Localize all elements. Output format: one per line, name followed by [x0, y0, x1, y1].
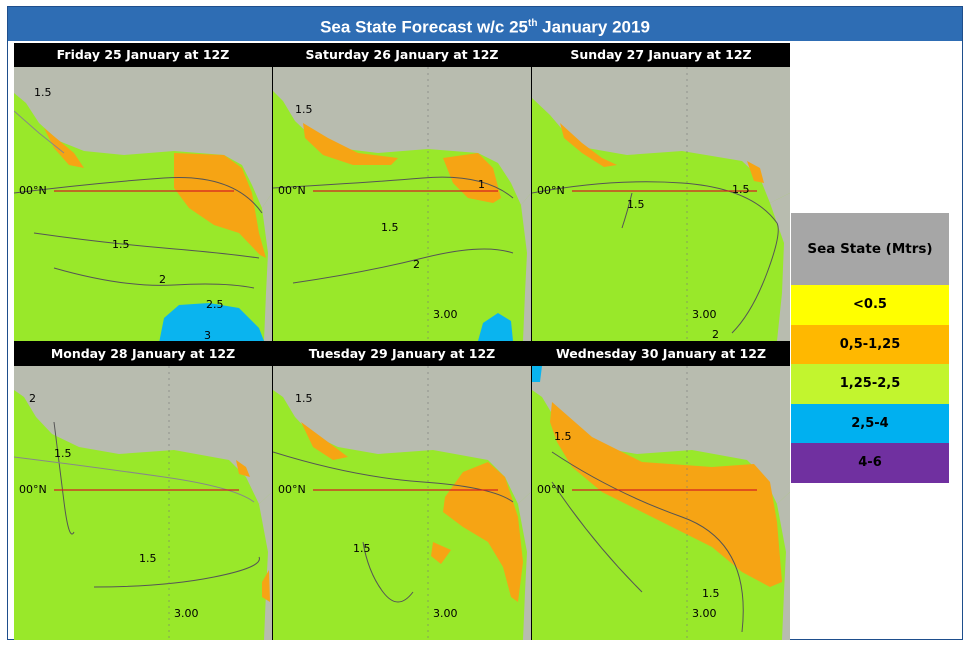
contour-label: 2 — [712, 328, 719, 341]
title-superscript: th — [527, 18, 538, 29]
contour-label: 1.5 — [353, 542, 371, 555]
contour-label: 1.5 — [139, 552, 157, 565]
contour-label: 1.5 — [34, 86, 52, 99]
contour-label: 2 — [159, 273, 166, 286]
map-grid: 1.5 1.5 2 2.5 3 00°N Friday 25 January a… — [14, 43, 790, 640]
contour-label: 3 — [204, 329, 211, 341]
contour-label: 1.5 — [702, 587, 720, 600]
equator-label: 00°N — [19, 483, 47, 496]
map-panel-wednesday: 1.5 1.5 3.00 00°N Wednesday 30 January a… — [532, 342, 790, 640]
contour-label: 1.5 — [295, 392, 313, 405]
contour-label: 1 — [478, 178, 485, 191]
contour-label: 2 — [29, 392, 36, 405]
equator-label: 00°N — [537, 483, 565, 496]
map-monday: 2 1.5 1.5 3.00 00°N — [14, 366, 272, 640]
map-panel-monday: 2 1.5 1.5 3.00 00°N Monday 28 January at… — [14, 342, 272, 640]
longitude-label: 3.00 — [174, 607, 199, 620]
map-friday: 1.5 1.5 2 2.5 3 00°N — [14, 67, 272, 341]
map-sunday: 1.5 1.5 2 3.00 00°N — [532, 67, 790, 341]
contour-label: 1.5 — [554, 430, 572, 443]
map-tuesday: 1.5 1.5 3.00 00°N — [273, 366, 531, 640]
panel-header: Wednesday 30 January at 12Z — [532, 342, 790, 366]
longitude-label: 3.00 — [692, 308, 717, 321]
contour-label: 1.5 — [295, 103, 313, 116]
legend-item: 4-6 — [791, 443, 949, 483]
contour-label: 1.5 — [112, 238, 130, 251]
map-panel-tuesday: 1.5 1.5 3.00 00°N Tuesday 29 January at … — [273, 342, 531, 640]
map-panel-sunday: 1.5 1.5 2 3.00 00°N Sunday 27 January at… — [532, 43, 790, 341]
equator-label: 00°N — [278, 483, 306, 496]
panel-header: Friday 25 January at 12Z — [14, 43, 272, 67]
map-saturday: 1.5 1 1.5 2 3.00 00°N — [273, 67, 531, 341]
contour-label: 1.5 — [54, 447, 72, 460]
longitude-label: 3.00 — [433, 607, 458, 620]
title-main: Sea State Forecast w/c 25 — [320, 17, 528, 37]
panel-header: Tuesday 29 January at 12Z — [273, 342, 531, 366]
panel-header: Sunday 27 January at 12Z — [532, 43, 790, 67]
sea-state-legend: Sea State (Mtrs) <0.5 0,5-1,25 1,25-2,5 … — [791, 213, 949, 483]
legend-item: 2,5-4 — [791, 403, 949, 443]
contour-label: 1.5 — [381, 221, 399, 234]
longitude-label: 3.00 — [433, 308, 458, 321]
legend-item: 0,5-1,25 — [791, 324, 949, 364]
panel-header: Saturday 26 January at 12Z — [273, 43, 531, 67]
page-title: Sea State Forecast w/c 25th January 2019 — [8, 7, 962, 41]
legend-title: Sea State (Mtrs) — [791, 213, 949, 285]
contour-label: 1.5 — [627, 198, 645, 211]
map-panel-saturday: 1.5 1 1.5 2 3.00 00°N Saturday 26 Januar… — [273, 43, 531, 341]
equator-label: 00°N — [278, 184, 306, 197]
forecast-frame: Sea State Forecast w/c 25th January 2019… — [7, 6, 963, 640]
contour-label: 2.5 — [206, 298, 224, 311]
contour-label: 2 — [413, 258, 420, 271]
legend-item: <0.5 — [791, 285, 949, 325]
equator-label: 00°N — [537, 184, 565, 197]
longitude-label: 3.00 — [692, 607, 717, 620]
contour-label: 1.5 — [732, 183, 750, 196]
title-rest: January 2019 — [537, 17, 650, 37]
map-wednesday: 1.5 1.5 3.00 00°N — [532, 366, 790, 640]
map-panel-friday: 1.5 1.5 2 2.5 3 00°N Friday 25 January a… — [14, 43, 272, 341]
panel-header: Monday 28 January at 12Z — [14, 342, 272, 366]
equator-label: 00°N — [19, 184, 47, 197]
legend-item: 1,25-2,5 — [791, 364, 949, 404]
